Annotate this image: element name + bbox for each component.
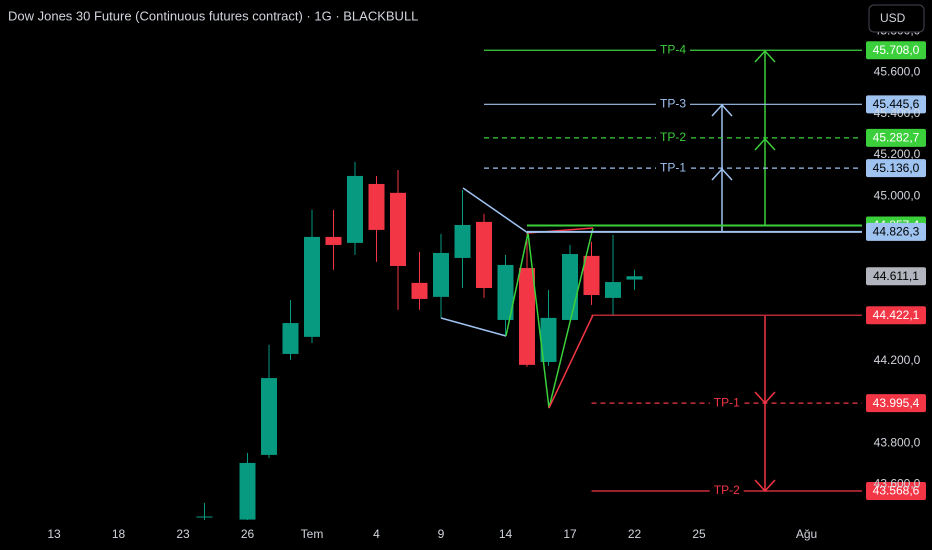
level-name-bg bbox=[709, 395, 744, 412]
x-tick-label: Tem bbox=[301, 527, 324, 541]
price-label-bg bbox=[866, 222, 926, 241]
candle-body bbox=[368, 183, 385, 230]
y-tick-label: 45.200,0 bbox=[874, 147, 921, 161]
x-tick-label: 14 bbox=[499, 527, 513, 541]
price-label-bg bbox=[866, 159, 926, 178]
x-tick-label: Ağu bbox=[796, 527, 817, 541]
wedge-lower bbox=[440, 317, 507, 337]
y-tick-label: 44.200,0 bbox=[874, 353, 921, 367]
candle-body bbox=[583, 255, 600, 296]
candle-body bbox=[261, 378, 277, 455]
price-label: 44.422,1 bbox=[873, 308, 920, 322]
level-name: TP-3 bbox=[660, 97, 686, 111]
level-name-bg bbox=[709, 483, 744, 500]
candle-body bbox=[239, 462, 256, 520]
price-label: 44.826,3 bbox=[873, 225, 920, 239]
candle-body bbox=[562, 254, 578, 320]
level-name: TP-2 bbox=[660, 130, 686, 144]
grid-layer bbox=[0, 30, 862, 486]
candle-body bbox=[347, 175, 363, 243]
price-label-bg bbox=[866, 128, 926, 147]
candle-body bbox=[196, 516, 213, 518]
zigzag-green bbox=[505, 227, 594, 409]
price-label-bg bbox=[866, 41, 926, 60]
level-name: TP-4 bbox=[660, 42, 686, 56]
candle-body bbox=[433, 252, 449, 297]
price-label: 45.708,0 bbox=[873, 43, 920, 57]
level-name: TP-2 bbox=[714, 483, 740, 497]
x-tick-label: 23 bbox=[176, 527, 190, 541]
y-tick-label: 45.000,0 bbox=[874, 188, 921, 202]
x-tick-label: 26 bbox=[241, 527, 255, 541]
level-name-bg bbox=[656, 96, 690, 113]
price-label-bg bbox=[866, 306, 926, 325]
candle-body bbox=[540, 317, 557, 362]
price-label: 45.445,6 bbox=[873, 97, 920, 111]
price-label-bg bbox=[866, 95, 926, 114]
level-name-bg bbox=[656, 129, 690, 146]
candle-body bbox=[476, 221, 492, 289]
candle-body bbox=[497, 264, 514, 320]
price-label-bg bbox=[866, 267, 926, 286]
candle-body bbox=[304, 236, 320, 337]
x-tick-label: 4 bbox=[373, 527, 380, 541]
y-tick-label: 45.400,0 bbox=[874, 106, 921, 120]
price-label: 44.611,1 bbox=[873, 269, 919, 283]
price-label: 45.136,0 bbox=[873, 161, 920, 175]
currency-button[interactable] bbox=[868, 4, 925, 33]
wedge-upper bbox=[462, 187, 529, 234]
chart-title: Dow Jones 30 Future (Continuous futures … bbox=[8, 8, 418, 23]
candle-body bbox=[282, 323, 299, 354]
candle-body bbox=[454, 224, 471, 258]
level-name-bg bbox=[656, 42, 690, 59]
x-tick-label: 18 bbox=[112, 527, 126, 541]
price-label: 43.995,4 bbox=[873, 396, 920, 410]
level-name: TP-1 bbox=[714, 395, 740, 409]
y-tick-label: 43.800,0 bbox=[874, 436, 921, 450]
y-tick-label: 43.600,0 bbox=[874, 477, 921, 491]
levels-layer: TP-4 45.708,0 TP-3 45.445,6 TP-2 45.282,7 TP-1… bbox=[484, 41, 926, 501]
x-tick-label: 25 bbox=[692, 527, 706, 541]
level-name-bg bbox=[656, 160, 690, 177]
x-tick-label: 13 bbox=[47, 527, 61, 541]
candle-body bbox=[605, 282, 621, 298]
price-label: 45.282,7 bbox=[873, 131, 920, 145]
candle-body bbox=[626, 276, 643, 280]
price-label: 43.568,6 bbox=[873, 484, 920, 498]
candle-body bbox=[519, 268, 535, 365]
x-tick-label: 22 bbox=[628, 527, 642, 541]
price-label-bg bbox=[866, 482, 926, 501]
candle-body bbox=[325, 236, 342, 245]
level-name: TP-1 bbox=[660, 160, 686, 174]
price-label-bg bbox=[866, 394, 926, 413]
zigzag-red-bottom bbox=[548, 314, 594, 409]
x-tick-label: 9 bbox=[438, 527, 445, 541]
candle-body bbox=[390, 192, 406, 266]
y-tick-label: 45.600,0 bbox=[874, 65, 921, 79]
currency-button-label[interactable]: USD bbox=[880, 11, 906, 25]
x-tick-label: 17 bbox=[563, 527, 577, 541]
candle-body bbox=[411, 282, 428, 299]
